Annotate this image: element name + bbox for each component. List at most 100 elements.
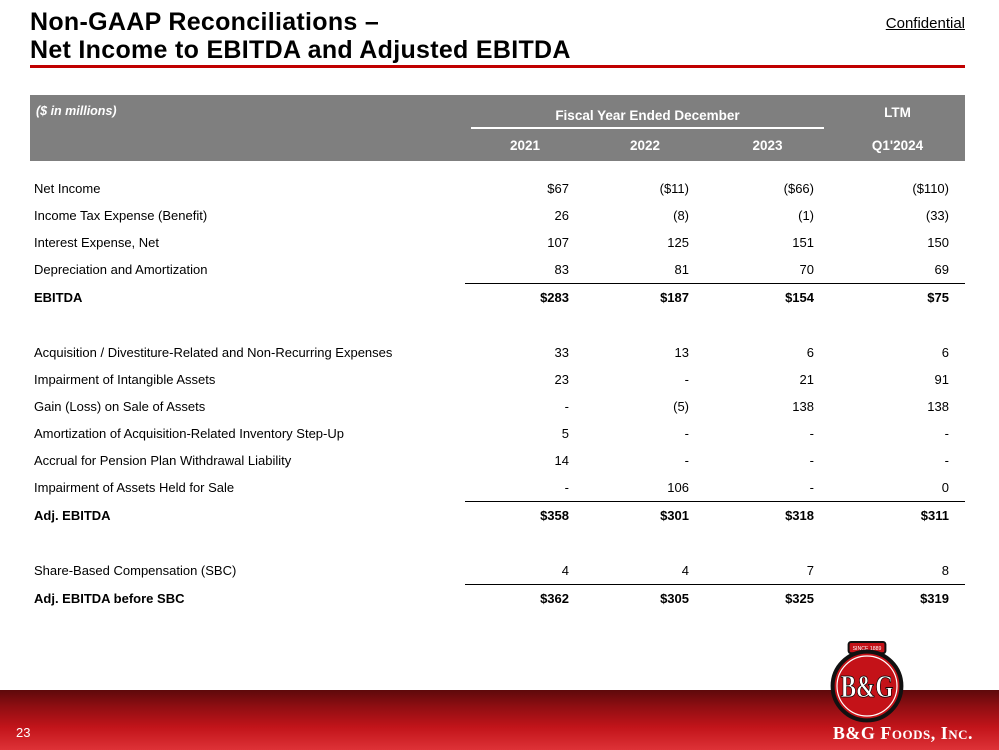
row-value: 6 bbox=[830, 339, 965, 366]
row-value: 69 bbox=[830, 256, 965, 284]
row-value: - bbox=[585, 366, 705, 393]
table-group-header-row: ($ in millions) Fiscal Year Ended Decemb… bbox=[30, 95, 965, 161]
row-value: $362 bbox=[465, 584, 585, 612]
row-value: 21 bbox=[705, 366, 830, 393]
row-value: - bbox=[705, 447, 830, 474]
row-label: EBITDA bbox=[30, 283, 465, 311]
row-value: 150 bbox=[830, 229, 965, 256]
table-row-acquisition-divestiture: Acquisition / Divestiture-Related and No… bbox=[30, 339, 965, 366]
row-value: - bbox=[705, 474, 830, 502]
row-label: Income Tax Expense (Benefit) bbox=[30, 202, 465, 229]
spacer-row bbox=[30, 311, 965, 339]
row-value: 138 bbox=[830, 393, 965, 420]
row-value: 26 bbox=[465, 202, 585, 229]
row-value: 4 bbox=[585, 557, 705, 585]
reconciliation-table: ($ in millions) Fiscal Year Ended Decemb… bbox=[30, 95, 965, 612]
row-value: 70 bbox=[705, 256, 830, 284]
table-row-gain-loss-sale: Gain (Loss) on Sale of Assets - (5) 138 … bbox=[30, 393, 965, 420]
row-value: - bbox=[830, 447, 965, 474]
row-value: $283 bbox=[465, 283, 585, 311]
row-value: - bbox=[465, 474, 585, 502]
table-row-pension-withdrawal: Accrual for Pension Plan Withdrawal Liab… bbox=[30, 447, 965, 474]
confidential-label: Confidential bbox=[885, 15, 965, 32]
row-value: $301 bbox=[585, 501, 705, 529]
table-row-income-tax: Income Tax Expense (Benefit) 26 (8) (1) … bbox=[30, 202, 965, 229]
table-row-impairment-intangible: Impairment of Intangible Assets 23 - 21 … bbox=[30, 366, 965, 393]
table-row-ebitda-total: EBITDA $283 $187 $154 $75 bbox=[30, 283, 965, 311]
row-label: Gain (Loss) on Sale of Assets bbox=[30, 393, 465, 420]
logo-circle bbox=[830, 649, 904, 723]
fiscal-year-group-label: Fiscal Year Ended December bbox=[471, 108, 824, 129]
page-title: Non-GAAP Reconciliations – Net Income to… bbox=[30, 8, 571, 64]
row-value: $319 bbox=[830, 584, 965, 612]
row-label: Depreciation and Amortization bbox=[30, 256, 465, 284]
row-value: 6 bbox=[705, 339, 830, 366]
row-value: (5) bbox=[585, 393, 705, 420]
row-value: $325 bbox=[705, 584, 830, 612]
row-value: ($66) bbox=[705, 175, 830, 202]
row-label: Acquisition / Divestiture-Related and No… bbox=[30, 339, 465, 366]
row-value: $154 bbox=[705, 283, 830, 311]
page-number: 23 bbox=[16, 725, 31, 740]
spacer-row bbox=[30, 161, 965, 175]
row-value: 33 bbox=[465, 339, 585, 366]
year-header-2023: 2023 bbox=[705, 129, 830, 161]
row-value: - bbox=[705, 420, 830, 447]
row-value: 5 bbox=[465, 420, 585, 447]
page-title-line1: Non-GAAP Reconciliations – bbox=[30, 8, 380, 36]
row-value: (8) bbox=[585, 202, 705, 229]
row-value: $67 bbox=[465, 175, 585, 202]
row-value: $187 bbox=[585, 283, 705, 311]
table-year-header-row: 2021 2022 2023 Q1'2024 bbox=[30, 129, 965, 161]
row-value: ($11) bbox=[585, 175, 705, 202]
year-header-2022: 2022 bbox=[585, 129, 705, 161]
row-value: - bbox=[585, 447, 705, 474]
ltm-group-header: LTM bbox=[830, 95, 965, 129]
row-value: 81 bbox=[585, 256, 705, 284]
row-label: Share-Based Compensation (SBC) bbox=[30, 557, 465, 585]
year-header-2021: 2021 bbox=[465, 129, 585, 161]
row-value: - bbox=[830, 420, 965, 447]
table-row-impairment-held-for-sale: Impairment of Assets Held for Sale - 106… bbox=[30, 474, 965, 502]
row-label: Impairment of Assets Held for Sale bbox=[30, 474, 465, 502]
year-header-q1-2024: Q1'2024 bbox=[830, 129, 965, 161]
row-value: 83 bbox=[465, 256, 585, 284]
row-value: - bbox=[465, 393, 585, 420]
bg-foods-logo: SINCE 1889 B&G bbox=[830, 641, 904, 723]
table-row-depreciation-amortization: Depreciation and Amortization 83 81 70 6… bbox=[30, 256, 965, 284]
page-title-line2: Net Income to EBITDA and Adjusted EBITDA bbox=[30, 36, 571, 64]
unit-label: ($ in millions) bbox=[30, 95, 465, 161]
brand-name: B&G Foods, Inc. bbox=[832, 723, 973, 743]
row-value: $305 bbox=[585, 584, 705, 612]
table-row-adj-ebitda-total: Adj. EBITDA $358 $301 $318 $311 bbox=[30, 501, 965, 529]
fiscal-year-group-header: Fiscal Year Ended December bbox=[465, 95, 830, 129]
row-value: 8 bbox=[830, 557, 965, 585]
row-value: 14 bbox=[465, 447, 585, 474]
row-value: 138 bbox=[705, 393, 830, 420]
row-value: 13 bbox=[585, 339, 705, 366]
row-value: $358 bbox=[465, 501, 585, 529]
row-label: Interest Expense, Net bbox=[30, 229, 465, 256]
row-value: 151 bbox=[705, 229, 830, 256]
row-value: - bbox=[585, 420, 705, 447]
table-row-interest-expense: Interest Expense, Net 107 125 151 150 bbox=[30, 229, 965, 256]
row-value: (33) bbox=[830, 202, 965, 229]
row-label: Accrual for Pension Plan Withdrawal Liab… bbox=[30, 447, 465, 474]
footer-bar bbox=[0, 690, 999, 750]
row-label: Adj. EBITDA before SBC bbox=[30, 584, 465, 612]
table-row-net-income: Net Income $67 ($11) ($66) ($110) bbox=[30, 175, 965, 202]
row-value: 4 bbox=[465, 557, 585, 585]
row-value: 91 bbox=[830, 366, 965, 393]
row-label: Amortization of Acquisition-Related Inve… bbox=[30, 420, 465, 447]
row-value: $318 bbox=[705, 501, 830, 529]
title-rule-divider bbox=[30, 65, 965, 68]
row-label: Impairment of Intangible Assets bbox=[30, 366, 465, 393]
row-value: $75 bbox=[830, 283, 965, 311]
table-row-adj-ebitda-before-sbc-total: Adj. EBITDA before SBC $362 $305 $325 $3… bbox=[30, 584, 965, 612]
row-value: ($110) bbox=[830, 175, 965, 202]
logo-monogram: B&G bbox=[841, 668, 894, 704]
row-label: Adj. EBITDA bbox=[30, 501, 465, 529]
table-row-amortization-stepup: Amortization of Acquisition-Related Inve… bbox=[30, 420, 965, 447]
logo-banner-text: SINCE 1889 bbox=[853, 646, 882, 652]
